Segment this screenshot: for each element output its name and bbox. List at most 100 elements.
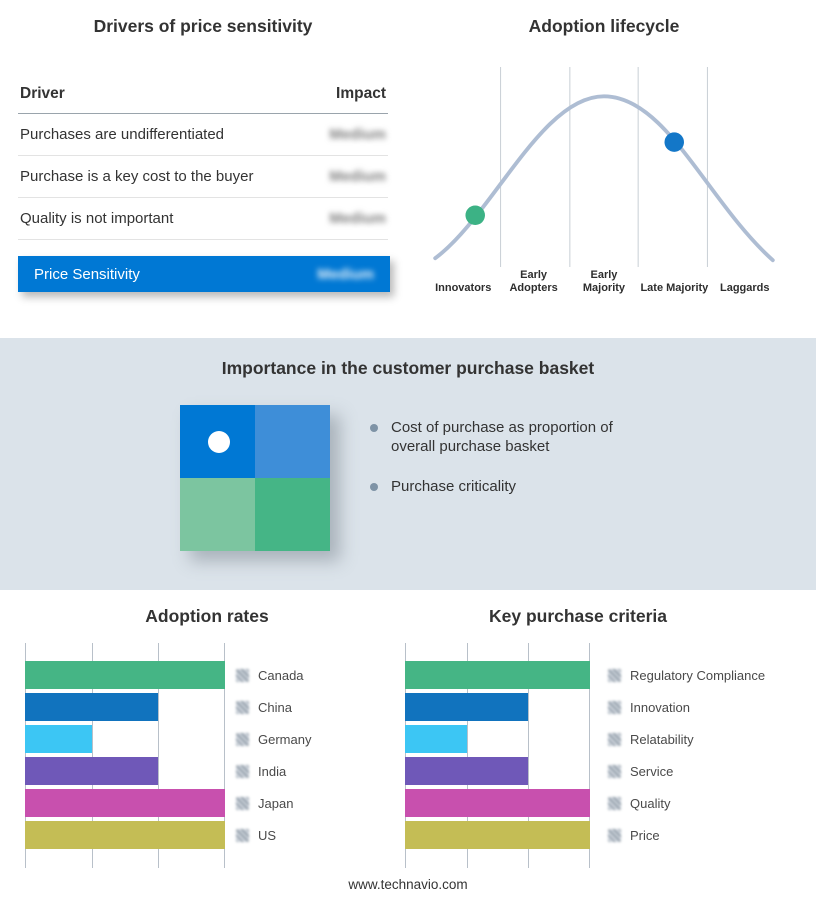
bullet-dot-icon: [370, 424, 378, 432]
lifecycle-title: Adoption lifecycle: [528, 16, 680, 36]
lifecycle-stage-labels: Innovators Early Adopters Early Majority…: [428, 269, 780, 295]
basket-title: Importance in the customer purchase bask…: [221, 358, 595, 378]
bar-japan: [25, 789, 225, 817]
legend-item-germany: Germany: [236, 731, 311, 747]
stage-label-laggards: Laggards: [720, 282, 770, 294]
lifecycle-curve-chart: [428, 67, 780, 267]
adoption-rates-title: Adoption rates: [145, 606, 269, 626]
matrix-cell-bottom-right: [255, 478, 330, 551]
stage-label-early-adopters: Early Adopters: [509, 269, 558, 294]
redacted-value-icon: [236, 796, 249, 810]
column-driver: Driver: [20, 85, 65, 102]
bar-price: [405, 821, 590, 849]
stage-label-early-majority: Early Majority: [582, 269, 626, 294]
key-purchase-criteria-title: Key purchase criteria: [488, 606, 667, 626]
legend-item-innovation: Innovation: [608, 699, 690, 715]
matrix-cell-top-left: [180, 405, 255, 478]
legend-item-japan: Japan: [236, 795, 293, 811]
purchase-basket-matrix: [180, 405, 330, 551]
axis-gridline: [466, 643, 468, 868]
drivers-of-price-sensitivity-panel: Drivers of price sensitivity Driver Impa…: [18, 16, 390, 292]
legend-item-canada: Canada: [236, 667, 304, 683]
redacted-value-icon: [236, 764, 249, 778]
highlight-impact-redacted: Medium: [317, 265, 374, 283]
legend-label: Canada: [258, 667, 304, 683]
legend-item-relatability: Relatability: [608, 731, 694, 747]
legend-item-service: Service: [608, 763, 673, 779]
column-impact: Impact: [336, 85, 386, 102]
key-purchase-criteria-legend: Regulatory Compliance Innovation Relatabil…: [608, 643, 798, 868]
bullet-item: Purchase criticality: [370, 477, 660, 496]
bar-india: [25, 757, 159, 785]
bullet-dot-icon: [370, 483, 378, 491]
legend-item-us: US: [236, 827, 276, 843]
redacted-value-icon: [236, 668, 249, 682]
legend-label: Germany: [258, 731, 312, 747]
bar-service: [405, 757, 529, 785]
driver-cell: Purchase is a key cost to the buyer: [20, 168, 254, 185]
table-header: Driver Impact: [18, 77, 388, 114]
legend-label: Regulatory Compliance: [630, 667, 766, 683]
bar-china: [25, 693, 159, 721]
stage-label-innovators: Innovators: [435, 282, 492, 294]
bar-innovation: [405, 693, 529, 721]
bullet-text: Purchase criticality: [391, 478, 517, 495]
bar-canada: [25, 661, 225, 689]
bar-germany: [25, 725, 92, 753]
legend-item-price: Price: [608, 827, 660, 843]
axis-gridline: [91, 643, 93, 868]
impact-cell-redacted: Medium: [329, 126, 386, 143]
purchase-basket-section: Importance in the customer purchase bask…: [0, 338, 816, 590]
bar-us: [25, 821, 225, 849]
legend-label: Price: [630, 827, 660, 843]
highlight-driver-label: Price Sensitivity: [34, 265, 140, 283]
impact-cell-redacted: Medium: [329, 210, 386, 227]
axis-gridline: [405, 643, 406, 868]
redacted-value-icon: [608, 796, 621, 810]
stage-label-late-majority: Late Majority: [640, 282, 709, 294]
axis-gridline: [528, 643, 530, 868]
legend-label: Japan: [258, 795, 294, 811]
redacted-value-icon: [608, 732, 621, 746]
basket-bullet-list: Cost of purchase as proportion of overal…: [370, 418, 660, 517]
technavio-footer-url: www.technavio.com: [348, 877, 468, 892]
bell-curve-svg: [433, 67, 775, 267]
redacted-value-icon: [608, 828, 621, 842]
bar-quality: [405, 789, 590, 817]
drivers-title: Drivers of price sensitivity: [93, 16, 313, 36]
legend-item-regulatory-compliance: Regulatory Compliance: [608, 667, 765, 683]
redacted-value-icon: [236, 828, 249, 842]
driver-cell: Quality is not important: [20, 210, 174, 227]
legend-label: US: [258, 827, 277, 843]
legend-item-india: India: [236, 763, 286, 779]
axis-gridline: [589, 643, 591, 868]
redacted-value-icon: [236, 732, 249, 746]
legend-label: China: [258, 699, 292, 715]
matrix-position-dot: [208, 431, 230, 453]
bar-regulatory-compliance: [405, 661, 590, 689]
late-majority-marker-dot: [664, 132, 684, 152]
driver-cell: Purchases are undifferentiated: [20, 126, 225, 143]
adoption-lifecycle-panel: Adoption lifecycle Innovators Early Adop…: [428, 16, 780, 295]
legend-label: Service: [630, 763, 674, 779]
impact-cell-redacted: Medium: [329, 168, 386, 185]
adoption-bell-curve: [433, 94, 775, 263]
legend-label: Relatability: [630, 731, 694, 747]
axis-gridline: [224, 643, 226, 868]
legend-item-quality: Quality: [608, 795, 670, 811]
price-sensitivity-highlight-row: Price Sensitivity Medium: [18, 256, 390, 292]
redacted-value-icon: [236, 700, 249, 714]
axis-gridline: [158, 643, 160, 868]
adoption-rates-bar-chart: [25, 643, 226, 868]
bar-relatability: [405, 725, 467, 753]
bullet-text: Cost of purchase as proportion of overal…: [391, 419, 613, 455]
table-row: Quality is not important Medium: [18, 198, 388, 240]
adoption-rates-legend: Canada China Germany India Japan US: [236, 643, 386, 868]
redacted-value-icon: [608, 668, 621, 682]
matrix-cell-bottom-left: [180, 478, 255, 551]
axis-gridline: [25, 643, 26, 868]
redacted-value-icon: [608, 764, 621, 778]
table-row: Purchase is a key cost to the buyer Medi…: [18, 156, 388, 198]
legend-label: Innovation: [630, 699, 690, 715]
key-purchase-criteria-bar-chart: [405, 643, 591, 868]
